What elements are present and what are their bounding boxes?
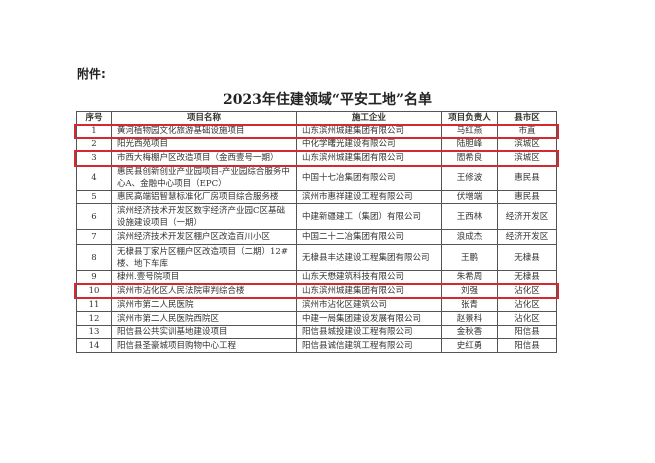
- table-row: 9 棣州.壹号院项目 山东天懋建筑科技有限公司 朱希周 无棣县: [76, 270, 557, 284]
- header-project: 项目名称: [111, 111, 297, 125]
- row-number: 5: [76, 190, 112, 204]
- page-title: 2023年住建领域“平安工地”名单: [222, 92, 433, 108]
- project-name: 滨州经济技术开发区数字经济产业园C区基础设施建设项目（一期）: [111, 203, 297, 230]
- project-manager: 张青: [441, 297, 498, 312]
- company-name: 阳信县诚信建筑工程有限公司: [296, 338, 442, 353]
- project-name: 市西大梅棚户区改造项目（金西壹号一期）: [111, 150, 297, 166]
- table-row: 7 滨州经济技术开发区棚户区改造百川小区 中国二十二冶集团有限公司 浪成杰 经济开发区: [76, 229, 557, 245]
- row-number: 12: [76, 311, 112, 326]
- table-row: 1 黄河植物园文化旅游基础设施项目 山东滨州城建集团有限公司 马红燕 市直: [76, 124, 557, 138]
- project-name: 滨州经济技术开发区棚户区改造百川小区: [111, 229, 297, 245]
- company-name: 滨州市惠祥建设工程有限公司: [296, 190, 442, 204]
- project-manager: 马红燕: [441, 124, 498, 138]
- row-number: 14: [76, 338, 112, 353]
- table-row: 11 滨州市第二人民医院 滨州市沾化区建筑公司 张青 沾化区: [76, 297, 557, 312]
- table-header-row: 序号 项目名称 施工企业 项目负责人 县市区: [76, 111, 557, 125]
- project-manager: 史红勇: [441, 338, 498, 353]
- row-number: 11: [76, 297, 112, 312]
- district: 滨城区: [497, 150, 557, 166]
- district: 沾化区: [497, 297, 557, 312]
- district: 惠民县: [497, 190, 557, 204]
- project-name: 无棣县丁家片区棚户区改造项目（二期）12#楼、地下车库: [111, 244, 297, 271]
- project-name: 阳光西苑项目: [111, 137, 297, 151]
- row-number: 13: [76, 325, 112, 339]
- row-number: 7: [76, 229, 112, 245]
- table-row: 14 阳信县圣豪城项目购物中心工程 阳信县诚信建筑工程有限公司 史红勇 阳信县: [76, 338, 557, 353]
- header-no: 序号: [76, 111, 112, 125]
- row-number: 8: [76, 244, 112, 271]
- company-name: 阳信县城投建设工程有限公司: [296, 325, 442, 339]
- table-row: 3 市西大梅棚户区改造项目（金西壹号一期） 山东滨州城建集团有限公司 閻希良 滨城区: [76, 150, 557, 166]
- company-name: 滨州市沾化区建筑公司: [296, 297, 442, 312]
- district: 经济开发区: [497, 229, 557, 245]
- header-manager: 项目负责人: [441, 111, 498, 125]
- table-row: 8 无棣县丁家片区棚户区改造项目（二期）12#楼、地下车库 无棣县丰达建设工程集团有…: [76, 244, 557, 271]
- project-name: 阳信县圣豪城项目购物中心工程: [111, 338, 297, 353]
- project-manager: 浪成杰: [441, 229, 498, 245]
- district: 无棣县: [497, 244, 557, 271]
- company-name: 山东滨州城建集团有限公司: [296, 283, 442, 298]
- project-manager: 伏增端: [441, 190, 498, 204]
- row-number: 10: [76, 283, 112, 298]
- project-manager: 赵景科: [441, 311, 498, 326]
- project-name: 惠民县创新创业产业园项目-产业园综合服务中心A、金融中心项目（EPC）: [111, 165, 297, 191]
- district: 惠民县: [497, 165, 557, 191]
- company-name: 中建新疆建工（集团）有限公司: [296, 203, 442, 230]
- company-name: 中国十七冶集团有限公司: [296, 165, 442, 191]
- project-name: 棣州.壹号院项目: [111, 270, 297, 284]
- project-manager: 刘强: [441, 283, 498, 298]
- company-name: 山东滨州城建集团有限公司: [296, 150, 442, 166]
- row-number: 2: [76, 137, 112, 151]
- row-number: 3: [76, 150, 112, 166]
- project-manager: 閻希良: [441, 150, 498, 166]
- district: 阳信县: [497, 338, 557, 353]
- project-manager: 朱希周: [441, 270, 498, 284]
- project-name: 阳信县公共实训基地建设项目: [111, 325, 297, 339]
- district: 经济开发区: [497, 203, 557, 230]
- district: 沾化区: [497, 283, 557, 298]
- company-name: 中化学曙光建设有限公司: [296, 137, 442, 151]
- district: 市直: [497, 124, 557, 138]
- company-name: 中建一局集团建设发展有限公司: [296, 311, 442, 326]
- table-row: 10 滨州市沾化区人民法院审判综合楼 山东滨州城建集团有限公司 刘强 沾化区: [76, 283, 557, 298]
- company-name: 无棣县丰达建设工程集团有限公司: [296, 244, 442, 271]
- project-name: 滨州市第二人民医院: [111, 297, 297, 312]
- table-row: 2 阳光西苑项目 中化学曙光建设有限公司 陆胆峰 滨城区: [76, 137, 557, 151]
- table-row: 5 惠民高端铝智慧标准化厂房项目综合服务楼 滨州市惠祥建设工程有限公司 伏增端 惠民县: [76, 190, 557, 204]
- company-name: 中国二十二冶集团有限公司: [296, 229, 442, 245]
- project-table: 序号 项目名称 施工企业 项目负责人 县市区 1 黄河植物园文化旅游基础设施项目山…: [76, 111, 557, 353]
- table-row: 13 阳信县公共实训基地建设项目 阳信县城投建设工程有限公司 金秋香 阳信县: [76, 325, 557, 339]
- district: 阳信县: [497, 325, 557, 339]
- project-name: 滨州市第二人民医院西院区: [111, 311, 297, 326]
- project-manager: 金秋香: [441, 325, 498, 339]
- project-name: 黄河植物园文化旅游基础设施项目: [111, 124, 297, 138]
- table-row: 12 滨州市第二人民医院西院区 中建一局集团建设发展有限公司 赵景科 沾化区: [76, 311, 557, 326]
- row-number: 4: [76, 165, 112, 191]
- table-row: 6 滨州经济技术开发区数字经济产业园C区基础设施建设项目（一期） 中建新疆建工（集团…: [76, 203, 557, 230]
- header-company: 施工企业: [296, 111, 442, 125]
- company-name: 山东天懋建筑科技有限公司: [296, 270, 442, 284]
- district: 滨城区: [497, 137, 557, 151]
- project-manager: 王西林: [441, 203, 498, 230]
- row-number: 1: [76, 124, 112, 138]
- project-name: 滨州市沾化区人民法院审判综合楼: [111, 283, 297, 298]
- table-row: 4 惠民县创新创业产业园项目-产业园综合服务中心A、金融中心项目（EPC） 中国十七…: [76, 165, 557, 191]
- row-number: 6: [76, 203, 112, 230]
- project-name: 惠民高端铝智慧标准化厂房项目综合服务楼: [111, 190, 297, 204]
- district: 沾化区: [497, 311, 557, 326]
- row-number: 9: [76, 270, 112, 284]
- header-district: 县市区: [497, 111, 557, 125]
- district: 无棣县: [497, 270, 557, 284]
- project-manager: 王修波: [441, 165, 498, 191]
- company-name: 山东滨州城建集团有限公司: [296, 124, 442, 138]
- project-manager: 陆胆峰: [441, 137, 498, 151]
- project-manager: 王鹏: [441, 244, 498, 271]
- attachment-label: 附件:: [77, 67, 106, 81]
